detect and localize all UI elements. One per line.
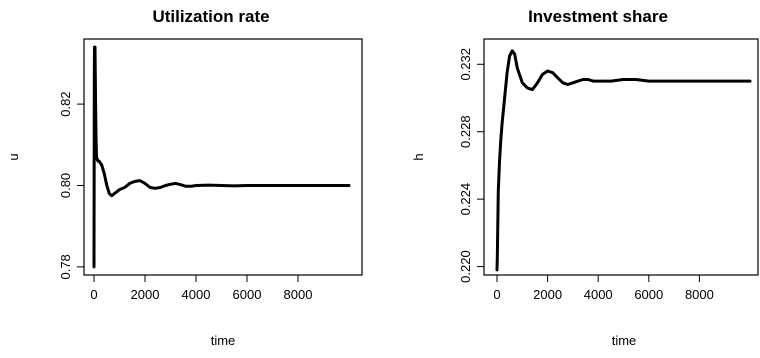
chart-panel-utilization: Utilization rate 0 2000 4000 6000 8000 0.780… [6,7,363,348]
x-axis: 0 2000 4000 6000 8000 [493,275,714,302]
y-tick-label: 0.228 [458,115,473,148]
series-line [92,45,351,269]
x-tick-label: 4000 [182,287,211,302]
x-axis-label: time [612,333,637,348]
x-tick-label: 8000 [284,287,313,302]
x-tick-label: 0 [90,287,97,302]
x-axis: 0 2000 4000 6000 8000 [90,275,312,302]
x-tick-label: 6000 [233,287,262,302]
y-axis-label: h [411,153,426,160]
x-tick-label: 4000 [584,287,613,302]
y-tick-label: 0.220 [458,250,473,283]
series-layer [92,45,351,269]
y-axis: 0.78 0.80 0.82 [58,91,84,280]
x-tick-label: 2000 [533,287,562,302]
y-tick-label: 0.80 [58,173,73,198]
chart-title: Investment share [528,7,668,26]
chart-panel-investment: Investment share 0 2000 4000 6000 8000 0.220… [411,7,759,348]
series-layer [495,49,752,272]
chart-title: Utilization rate [152,7,269,26]
x-tick-label: 0 [493,287,500,302]
x-axis-label: time [211,333,236,348]
y-axis-label: u [6,153,21,160]
y-tick-label: 0.82 [58,91,73,116]
plot-frame [83,38,363,276]
x-tick-label: 2000 [131,287,160,302]
y-tick-label: 0.224 [458,183,473,216]
plot-frame [483,38,759,276]
y-tick-label: 0.232 [458,48,473,81]
series-line [495,49,752,272]
y-tick-label: 0.78 [58,254,73,279]
x-tick-label: 6000 [634,287,663,302]
y-axis: 0.220 0.224 0.228 0.232 [458,48,484,283]
x-tick-label: 8000 [685,287,714,302]
